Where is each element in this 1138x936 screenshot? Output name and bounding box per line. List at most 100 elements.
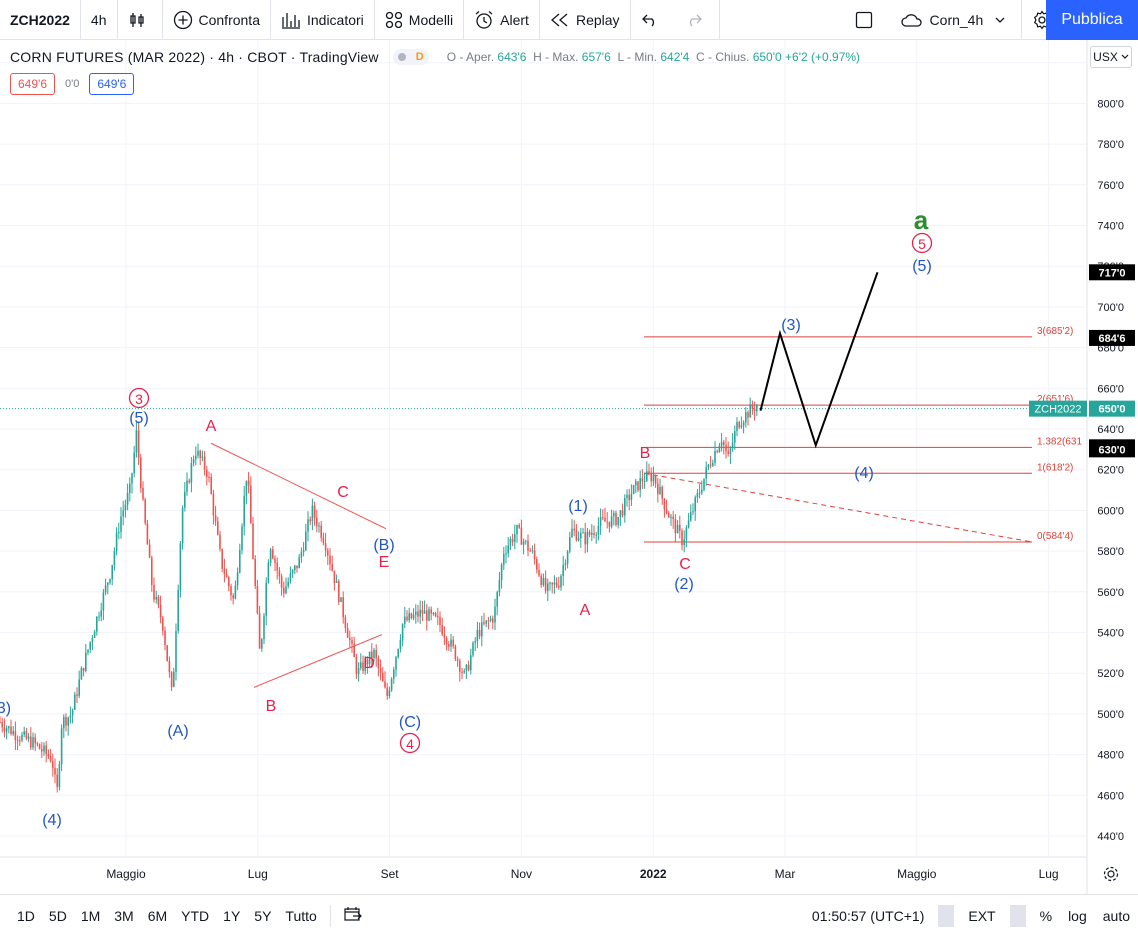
alert-label: Alert — [500, 11, 529, 28]
candle-body — [390, 678, 393, 691]
buy-price-button[interactable]: 649'6 — [89, 73, 135, 95]
templates-button[interactable]: Modelli — [375, 0, 465, 40]
candle-body — [49, 756, 52, 762]
range-button[interactable]: 1Y — [223, 907, 241, 924]
candle-body — [135, 430, 138, 453]
close-label: C - Chius. — [696, 50, 750, 64]
candle-body — [54, 767, 56, 775]
candle-body — [522, 541, 525, 545]
candle-body — [740, 425, 743, 428]
log-scale-button[interactable]: log — [1068, 908, 1087, 924]
candle-body — [228, 577, 230, 587]
candle-body — [751, 404, 754, 409]
candle-body — [324, 543, 327, 551]
auto-scale-button[interactable]: auto — [1102, 908, 1130, 924]
candle-body — [362, 662, 364, 671]
candle-body — [307, 519, 309, 532]
candle-body — [613, 512, 615, 517]
candle-body — [133, 452, 135, 474]
chevron-down-icon — [1121, 54, 1129, 59]
chart-legend: CORN FUTURES (MAR 2022) · 4h · CBOT · Tr… — [10, 47, 860, 67]
price-axis-background — [1087, 40, 1138, 894]
chart-type-button[interactable] — [118, 0, 163, 40]
redo-button[interactable] — [675, 0, 720, 40]
candle-body — [32, 737, 34, 748]
range-button[interactable]: 1M — [80, 907, 101, 924]
candle-body — [67, 717, 69, 726]
candle-body — [129, 483, 131, 493]
candle-body — [245, 480, 248, 496]
candles-icon — [129, 12, 144, 27]
calendar-arrow-icon — [344, 907, 362, 921]
candle-body — [461, 671, 463, 673]
candle-body — [580, 532, 582, 539]
fullscreen-toggle-button[interactable] — [844, 0, 890, 40]
divider — [1009, 905, 1026, 927]
layout-button[interactable]: Corn_4h — [890, 0, 1023, 40]
symbol-description[interactable]: CORN FUTURES (MAR 2022) · 4h · CBOT · Tr… — [10, 49, 379, 65]
candle-body — [10, 726, 12, 735]
publish-button[interactable]: Pubblica — [1046, 0, 1138, 40]
wave-label: (4) — [854, 465, 874, 482]
candle-body — [87, 649, 89, 653]
candle-body — [203, 456, 206, 470]
range-button[interactable]: 1D — [17, 907, 35, 924]
candle-body — [641, 478, 644, 482]
currency-selector[interactable]: USX — [1090, 46, 1132, 68]
candle-body — [344, 617, 347, 629]
replay-label: Replay — [575, 11, 620, 28]
wave-label: E — [379, 554, 390, 571]
range-button[interactable]: Tutto — [285, 907, 317, 924]
interval-button[interactable]: 4h — [81, 0, 118, 40]
change-value: +6'2 (+0.97%) — [785, 50, 861, 64]
price-tick-label: 800'0 — [1097, 98, 1124, 110]
extended-hours-button[interactable]: EXT — [968, 908, 996, 924]
range-button[interactable]: 5D — [48, 907, 67, 924]
candle-body — [707, 464, 710, 468]
undo-button[interactable] — [631, 0, 675, 40]
goto-date-button[interactable] — [337, 905, 369, 926]
candle-body — [47, 753, 50, 757]
axis-settings-gear-icon[interactable] — [1103, 866, 1119, 882]
candle-body — [406, 616, 408, 621]
candle-body — [547, 583, 549, 592]
candle-body — [311, 505, 314, 522]
candle-body — [102, 592, 105, 611]
delayed-data-badge[interactable]: D — [392, 49, 429, 65]
symbol-search[interactable]: ZCH2022 — [0, 0, 81, 40]
timezone-button[interactable]: 01:50:57 (UTC+1) — [811, 908, 925, 924]
range-button[interactable]: 5Y — [254, 907, 272, 924]
sell-price-button[interactable]: 649'6 — [10, 73, 55, 95]
price-axis-tag-label: 650'0 — [1098, 404, 1125, 416]
range-button[interactable]: 6M — [147, 907, 168, 924]
candle-body — [197, 450, 199, 456]
candle-body — [426, 610, 428, 621]
candle-body — [419, 609, 421, 617]
compare-button[interactable]: Confronta — [163, 0, 271, 40]
candle-body — [588, 531, 591, 535]
candle-body — [285, 586, 287, 594]
percent-scale-button[interactable]: % — [1039, 908, 1053, 924]
replay-button[interactable]: Replay — [540, 0, 631, 40]
alert-button[interactable]: Alert — [464, 0, 540, 40]
indicators-icon — [281, 12, 300, 29]
candle-body — [23, 731, 25, 735]
square-icon — [855, 11, 872, 28]
candle-body — [393, 669, 395, 679]
range-button[interactable]: YTD — [181, 907, 210, 924]
candle-body — [80, 667, 83, 680]
chevron-down-icon — [995, 17, 1005, 23]
indicators-button[interactable]: Indicatori — [271, 0, 375, 40]
candle-body — [56, 774, 58, 787]
range-button[interactable]: 3M — [114, 907, 134, 924]
layout-name: Corn_4h — [929, 11, 984, 28]
price-axis-tag-label: 684'6 — [1098, 333, 1125, 345]
projection-path — [759, 271, 879, 449]
wave-label: 3 — [135, 391, 143, 407]
candle-body — [705, 467, 707, 479]
candle-body — [289, 573, 292, 582]
templates-icon — [385, 11, 402, 28]
candle-body — [500, 564, 503, 581]
candle-body — [373, 650, 375, 658]
